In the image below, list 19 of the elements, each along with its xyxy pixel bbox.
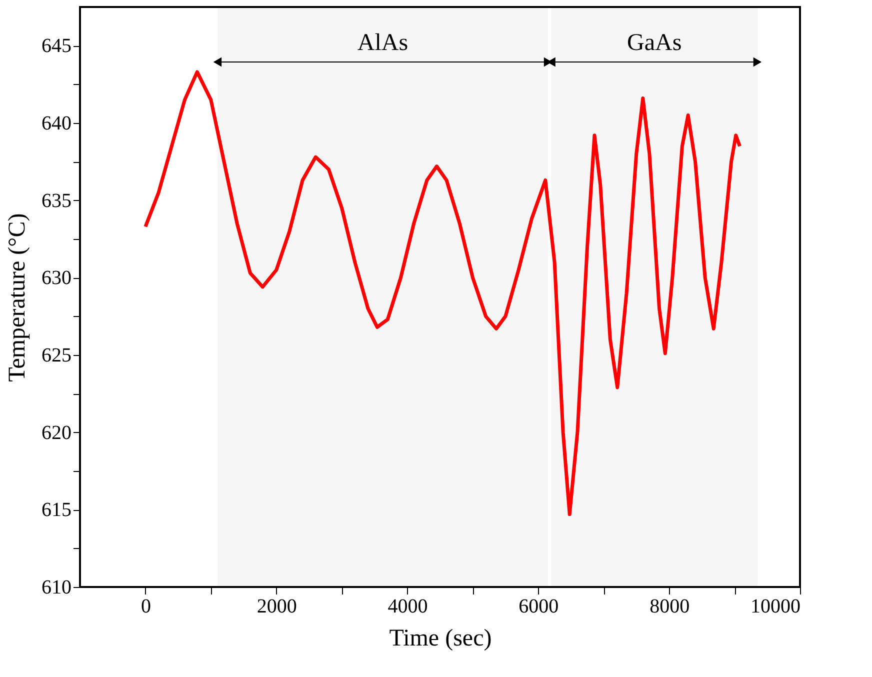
x-tick-label: 6000: [518, 596, 559, 618]
x-tick-label: 8000: [650, 596, 690, 618]
x-tick-label: 4000: [388, 596, 428, 618]
y-tick-label: 645: [42, 35, 72, 58]
x-tick-label: 2000: [256, 596, 297, 618]
y-tick-label: 625: [42, 344, 72, 366]
x-tick-label: 0: [140, 596, 151, 618]
y-tick-label: 635: [42, 190, 72, 212]
y-tick-label: 630: [42, 267, 72, 290]
y-tick-label: 615: [42, 499, 72, 522]
x-tick-label: 10000: [750, 596, 800, 618]
band-label: GaAs: [627, 30, 682, 56]
y-tick-label: 620: [42, 422, 72, 444]
band-label: AlAs: [357, 30, 408, 56]
line-series: [144, 70, 742, 516]
x-axis-title: Time (sec): [389, 626, 492, 652]
y-tick-label: 610: [42, 576, 72, 598]
y-axis-title: Temperature (°C): [4, 213, 30, 382]
y-tick-label: 640: [42, 112, 72, 134]
